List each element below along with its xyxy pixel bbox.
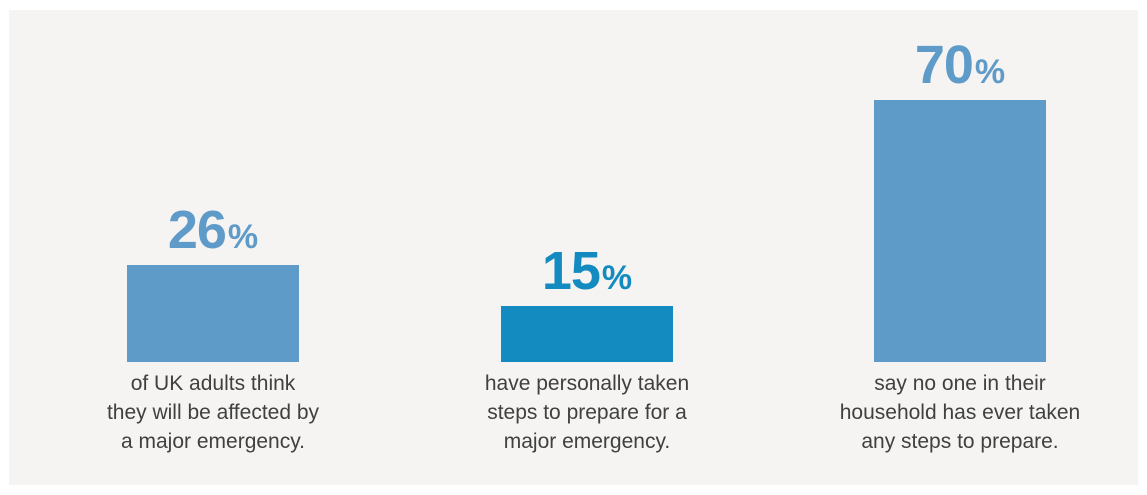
caption-line: have personally taken xyxy=(484,372,690,395)
stat-group-affected: 26% of UK adults think they will be affe… xyxy=(63,10,363,485)
value-number: 15 xyxy=(541,240,601,301)
bar xyxy=(874,100,1046,362)
caption: of UK adults think they will be affected… xyxy=(63,369,363,456)
caption-line: household has ever taken xyxy=(839,401,1081,424)
caption: have personally taken steps to prepare f… xyxy=(437,369,737,456)
caption-line: major emergency. xyxy=(503,430,671,453)
caption-line: of UK adults think xyxy=(130,372,296,395)
caption: say no one in their household has ever t… xyxy=(810,369,1110,456)
value-number: 70 xyxy=(914,35,974,95)
value-label: 70% xyxy=(810,38,1110,92)
infographic-panel: 26% of UK adults think they will be affe… xyxy=(9,10,1138,485)
bar xyxy=(127,264,299,362)
caption-line: say no one in their xyxy=(874,372,1046,395)
percent-sign: % xyxy=(601,258,633,297)
value-number: 26 xyxy=(167,199,227,260)
percent-sign: % xyxy=(974,53,1006,91)
caption-line: steps to prepare for a xyxy=(487,401,687,424)
caption-line: they will be affected by xyxy=(106,401,320,424)
stat-group-household: 70% say no one in their household has ev… xyxy=(810,10,1110,485)
value-label: 26% xyxy=(63,203,363,257)
bar xyxy=(501,305,673,362)
percent-sign: % xyxy=(227,217,259,256)
stat-group-prepared: 15% have personally taken steps to prepa… xyxy=(437,10,737,485)
caption-line: a major emergency. xyxy=(120,430,306,453)
value-label: 15% xyxy=(437,244,737,298)
caption-line: any steps to prepare. xyxy=(861,430,1059,453)
